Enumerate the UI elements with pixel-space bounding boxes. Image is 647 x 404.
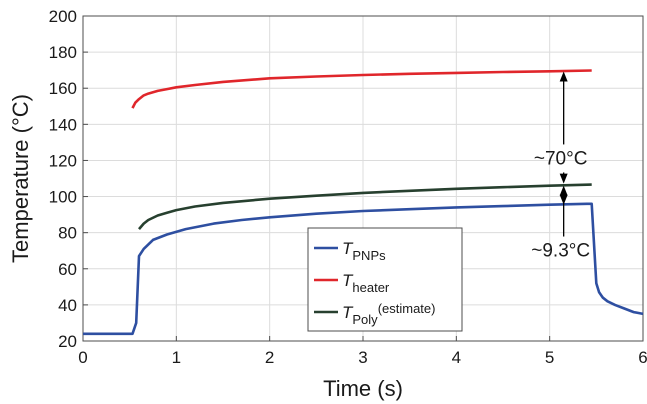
- legend-label: Theater: [342, 271, 390, 295]
- y-tick-label: 160: [49, 79, 77, 98]
- x-tick-label: 0: [78, 348, 87, 367]
- series-lines: [83, 69, 644, 336]
- axis-ticks: 0 1 2 3 4 5 6 20 40 60 80 100 120 140 160 180 200: [49, 7, 647, 367]
- y-tick-label: 140: [49, 115, 77, 134]
- legend-item-heater: Theater: [314, 271, 390, 295]
- y-axis-label: Temperature (°C): [8, 94, 33, 263]
- x-tick-label: 1: [172, 348, 181, 367]
- x-tick-label: 6: [638, 348, 647, 367]
- legend-label: TPoly(estimate): [342, 301, 435, 327]
- y-tick-label: 200: [49, 7, 77, 26]
- legend-item-pnps: TPNPs: [314, 239, 386, 263]
- series-line-poly: [138, 183, 592, 230]
- series-line-pnps: [83, 202, 644, 336]
- x-tick-label: 3: [358, 348, 367, 367]
- y-tick-label: 120: [49, 151, 77, 170]
- y-tick-label: 100: [49, 188, 77, 207]
- annotations: ~70°C ~9.3°C: [531, 71, 590, 262]
- x-axis-label: Time (s): [323, 376, 403, 401]
- y-tick-label: 180: [49, 43, 77, 62]
- arrow-head-up: [559, 71, 568, 82]
- arrow-head-down: [559, 194, 568, 205]
- x-tick-label: 4: [452, 348, 461, 367]
- annotation-label-gap-poly-pnps: ~9.3°C: [531, 241, 590, 262]
- legend: TPNPs Theater TPoly(estimate): [307, 227, 463, 332]
- annotation-label-gap-heater-poly: ~70°C: [534, 148, 588, 169]
- legend-item-poly: TPoly(estimate): [314, 301, 435, 327]
- series-line-heater: [131, 69, 592, 109]
- y-tick-label: 80: [58, 224, 77, 243]
- y-tick-label: 60: [58, 260, 77, 279]
- y-tick-label: 40: [58, 296, 77, 315]
- legend-label: TPNPs: [342, 239, 386, 263]
- arrow-head-down: [559, 173, 568, 184]
- y-tick-label: 20: [58, 332, 77, 351]
- x-tick-label: 5: [545, 348, 554, 367]
- x-tick-label: 2: [265, 348, 274, 367]
